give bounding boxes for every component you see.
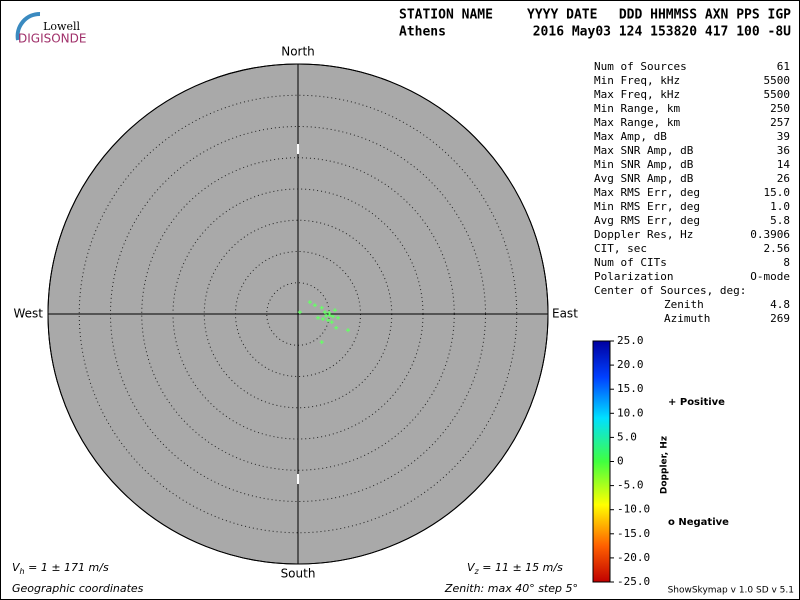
- stat-value: 61: [777, 60, 790, 73]
- logo-bottom: DIGISONDE: [18, 32, 86, 46]
- stat-value: 26: [777, 172, 790, 185]
- source-point: [312, 303, 317, 308]
- station: Athens: [399, 25, 446, 40]
- source-point: [297, 310, 302, 315]
- stat-label: Max Amp, dB: [594, 130, 667, 143]
- stat-value: 5500: [764, 74, 791, 87]
- stat-value: O-mode: [750, 270, 790, 283]
- colorbar-tick-label: -15.0: [617, 527, 650, 540]
- legend-negative: o Negative: [668, 517, 729, 528]
- source-point: [331, 314, 335, 319]
- stat-value: 2.56: [764, 242, 791, 255]
- stat-label: Num of CITs: [594, 256, 667, 269]
- stat-label: Min Freq, kHz: [594, 74, 680, 87]
- colorbar-tick-label: 15.0: [617, 382, 644, 395]
- stat-label: Min SNR Amp, dB: [594, 158, 694, 171]
- logo-top: Lowell: [43, 20, 80, 33]
- version: ShowSkymap v 1.0 SD v 5.1: [668, 586, 794, 596]
- stat-label: Azimuth: [664, 312, 710, 325]
- zenith-note: Zenith: max 40° step 5°: [444, 582, 578, 595]
- source-point: [329, 320, 334, 325]
- stat-label: Max RMS Err, deg: [594, 186, 700, 199]
- stat-label: Doppler Res, Hz: [594, 228, 693, 241]
- header: YYYY DATE: [527, 8, 597, 23]
- header: STATION NAME: [399, 8, 493, 23]
- stat-label: Num of Sources: [594, 60, 687, 73]
- colorbar: [592, 340, 611, 583]
- colorbar-tick-label: -25.0: [617, 575, 650, 588]
- source-point: [319, 305, 324, 310]
- stat-label: Max SNR Amp, dB: [594, 144, 694, 157]
- stat-label: Center of Sources, deg:: [594, 284, 746, 297]
- stat-label: Zenith: [664, 298, 704, 311]
- stat-label: Max Range, km: [594, 116, 680, 129]
- stat-value: 5500: [764, 88, 791, 101]
- logo-arc: [15, 11, 41, 41]
- stat-value: 0.3906: [750, 228, 790, 241]
- stat-value: 1.0: [770, 200, 790, 213]
- colorbar-tick-label: -5.0: [617, 479, 644, 492]
- source-point: [322, 310, 327, 315]
- stat-value: 4.8: [770, 298, 790, 311]
- colorbar-tick-label: 25.0: [617, 334, 644, 347]
- colorbar-tick-label: -10.0: [617, 503, 650, 516]
- stat-label: Min Range, km: [594, 102, 680, 115]
- stat-label: CIT, sec: [594, 242, 647, 255]
- dir-label: West: [13, 307, 43, 321]
- colorbar-tick-label: -20.0: [617, 551, 650, 564]
- stat-label: Polarization: [594, 270, 673, 283]
- stat-value: 15.0: [764, 186, 791, 199]
- stat-value: 39: [777, 130, 790, 143]
- coords: Geographic coordinates: [12, 582, 144, 595]
- source-point: [324, 313, 329, 318]
- stat-value: 269: [770, 312, 790, 325]
- source-point: [336, 315, 340, 320]
- stat-label: Max Freq, kHz: [594, 88, 680, 101]
- vz: Vz = 11 ± 15 m/s: [467, 561, 563, 576]
- colorbar-tick-label: 10.0: [617, 406, 644, 419]
- dir-label: South: [281, 567, 316, 581]
- colorbar-tick-label: 5.0: [617, 430, 637, 443]
- stat-value: 36: [777, 144, 790, 157]
- source-point: [319, 340, 324, 345]
- stat-value: 250: [770, 102, 790, 115]
- source-point: [327, 313, 332, 318]
- source-point: [316, 315, 320, 320]
- dir-label: East: [552, 307, 578, 321]
- stat-value: 257: [770, 116, 790, 129]
- source-point: [327, 310, 332, 315]
- stat-label: Avg RMS Err, deg: [594, 214, 700, 227]
- stat-value: 14: [777, 158, 791, 171]
- legend-positive: + Positive: [668, 397, 725, 408]
- stat-value: 5.8: [770, 214, 790, 227]
- source-point: [321, 317, 325, 321]
- source-point: [346, 328, 350, 333]
- stat-label: Avg SNR Amp, dB: [594, 172, 694, 185]
- stat-label: Min RMS Err, deg: [594, 200, 700, 213]
- vh: Vh = 1 ± 171 m/s: [12, 561, 109, 576]
- colorbar-tick-label: 0: [617, 455, 624, 468]
- source-point: [307, 300, 312, 305]
- dir-label: North: [281, 45, 315, 59]
- header: DDD HHMMSS AXN PPS IGP: [619, 8, 791, 23]
- colorbar-tick-label: 20.0: [617, 358, 644, 371]
- source-point: [332, 308, 337, 313]
- source-point: [326, 318, 330, 323]
- stat-value: 8: [783, 256, 790, 269]
- stamp: 2016 May03 124 153820 417 100 -8U: [533, 25, 791, 40]
- colorbar-label: Doppler, Hz: [660, 436, 670, 494]
- source-point: [334, 325, 339, 330]
